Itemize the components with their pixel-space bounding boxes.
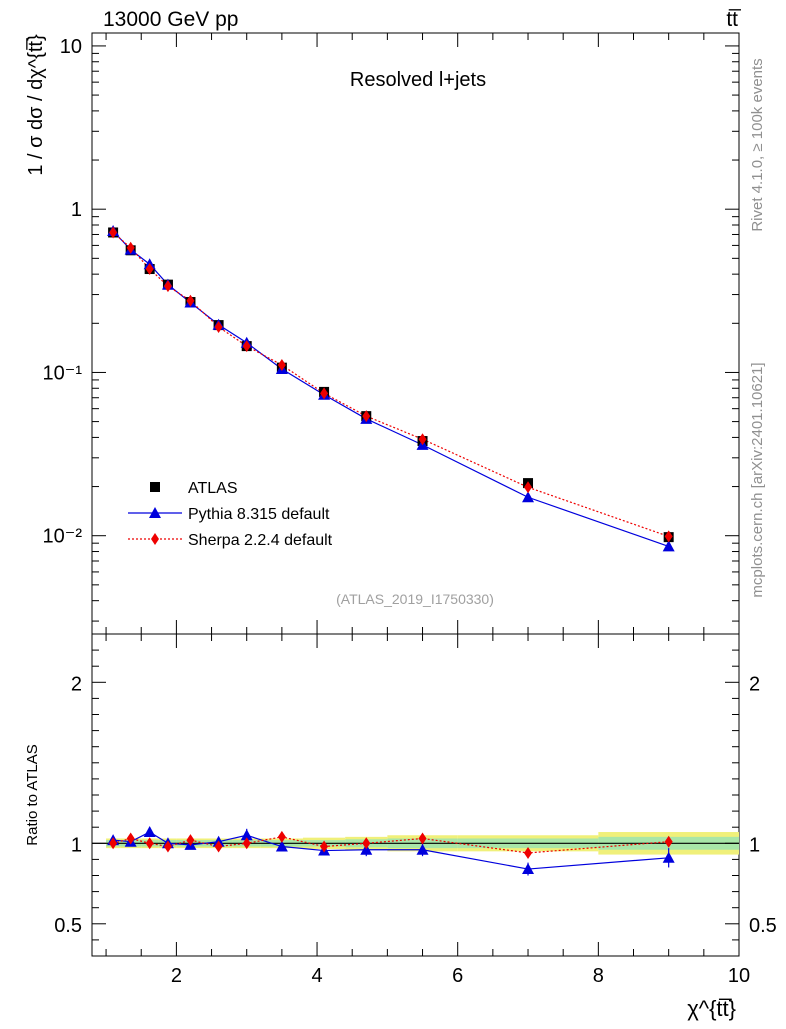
- ratio-pythia-point: [275, 840, 288, 852]
- ratio-sherpa-point: [145, 837, 154, 850]
- main-y-tick-label: 10: [60, 36, 82, 58]
- ratio-sherpa-point: [163, 840, 172, 853]
- main-chart-title: Resolved l+jets: [350, 69, 486, 91]
- chart-watermark: (ATLAS_2019_I1750330): [336, 591, 494, 607]
- sherpa-point: [186, 294, 195, 307]
- ratio-sherpa-point: [362, 837, 371, 850]
- ratio-y-tick-label: 2: [71, 673, 82, 695]
- ratio-sherpa-point: [418, 832, 427, 845]
- sherpa-point: [145, 263, 154, 276]
- ratio-y-tick-label-right: 1: [749, 834, 760, 856]
- x-tick-label: 8: [593, 965, 604, 987]
- main-series-layer: [107, 225, 675, 552]
- main-y-tick-label: 10⁻¹: [43, 362, 83, 384]
- process-label: tt̅: [726, 8, 742, 31]
- sherpa-point: [126, 241, 135, 254]
- ratio-pythia-point: [662, 851, 675, 863]
- sherpa-point: [320, 387, 329, 400]
- pythia-point: [662, 540, 675, 552]
- legend-label: Sherpa 2.2.4 default: [188, 532, 333, 549]
- main-y-tick-label: 1: [71, 199, 82, 221]
- ratio-pythia-point: [416, 843, 429, 855]
- legend-sherpa-marker: [151, 533, 159, 545]
- ratio-sherpa-point: [109, 837, 118, 850]
- ratio-y-tick-label: 1: [71, 834, 82, 856]
- legend-label: ATLAS: [188, 480, 238, 497]
- ratio-y-tick-label: 0.5: [54, 915, 82, 937]
- sherpa-point: [242, 340, 251, 353]
- legend: ATLAS Pythia 8.315 default Sherpa 2.2.4 de…: [128, 480, 333, 549]
- x-tick-label: 4: [311, 965, 322, 987]
- ratio-sherpa-point: [126, 832, 135, 845]
- pythia-line: [112, 230, 669, 547]
- ratio-axis-ticks: 0.5 0.5 1 1 2 2 2 4 6 8 10: [54, 634, 777, 987]
- sherpa-point: [418, 433, 427, 446]
- ratio-pythia-point: [240, 829, 253, 841]
- legend-label: Pythia 8.315 default: [188, 506, 330, 523]
- main-y-axis-label: 1 / σ dσ / dχ^{tt̅}: [25, 34, 47, 176]
- energy-label: 13000 GeV pp: [103, 8, 238, 31]
- ratio-y-axis-label: Ratio to ATLAS: [24, 744, 41, 845]
- source-label: mcplots.cern.ch [arXiv:2401.10621]: [749, 362, 766, 597]
- ratio-sherpa-point: [277, 830, 286, 843]
- ratio-pythia-point: [143, 826, 156, 838]
- sherpa-point: [524, 481, 533, 494]
- sherpa-point: [109, 226, 118, 239]
- x-axis-label: χ^{tt̅}: [687, 996, 736, 1021]
- rivet-version-label: Rivet 4.1.0, ≥ 100k events: [749, 58, 766, 231]
- main-y-tick-label: 10⁻²: [43, 526, 83, 548]
- legend-atlas-marker: [150, 482, 160, 492]
- ratio-sherpa-point: [186, 834, 195, 847]
- ratio-sherpa-point: [242, 837, 251, 850]
- ratio-y-tick-label-right: 0.5: [749, 915, 777, 937]
- pythia-point: [522, 491, 535, 503]
- legend-pythia-marker: [149, 507, 161, 518]
- ratio-sherpa-point: [664, 835, 673, 848]
- x-tick-label: 10: [728, 965, 750, 987]
- sherpa-point: [362, 410, 371, 423]
- sherpa-point: [214, 320, 223, 333]
- main-axis-ticks: 10 1 10⁻¹ 10⁻²: [43, 33, 740, 634]
- ratio-sherpa-point: [524, 846, 533, 859]
- sherpa-point: [277, 359, 286, 372]
- ratio-panel-frame: [91, 633, 740, 957]
- ratio-series-layer: [107, 826, 675, 876]
- ratio-sherpa-point: [214, 840, 223, 853]
- x-tick-label: 6: [452, 965, 463, 987]
- x-tick-label: 2: [171, 965, 182, 987]
- ratio-sherpa-point: [320, 840, 329, 853]
- ratio-y-tick-label-right: 2: [749, 673, 760, 695]
- sherpa-point: [163, 280, 172, 293]
- sherpa-point: [664, 530, 673, 543]
- ratio-pythia-point: [522, 863, 535, 875]
